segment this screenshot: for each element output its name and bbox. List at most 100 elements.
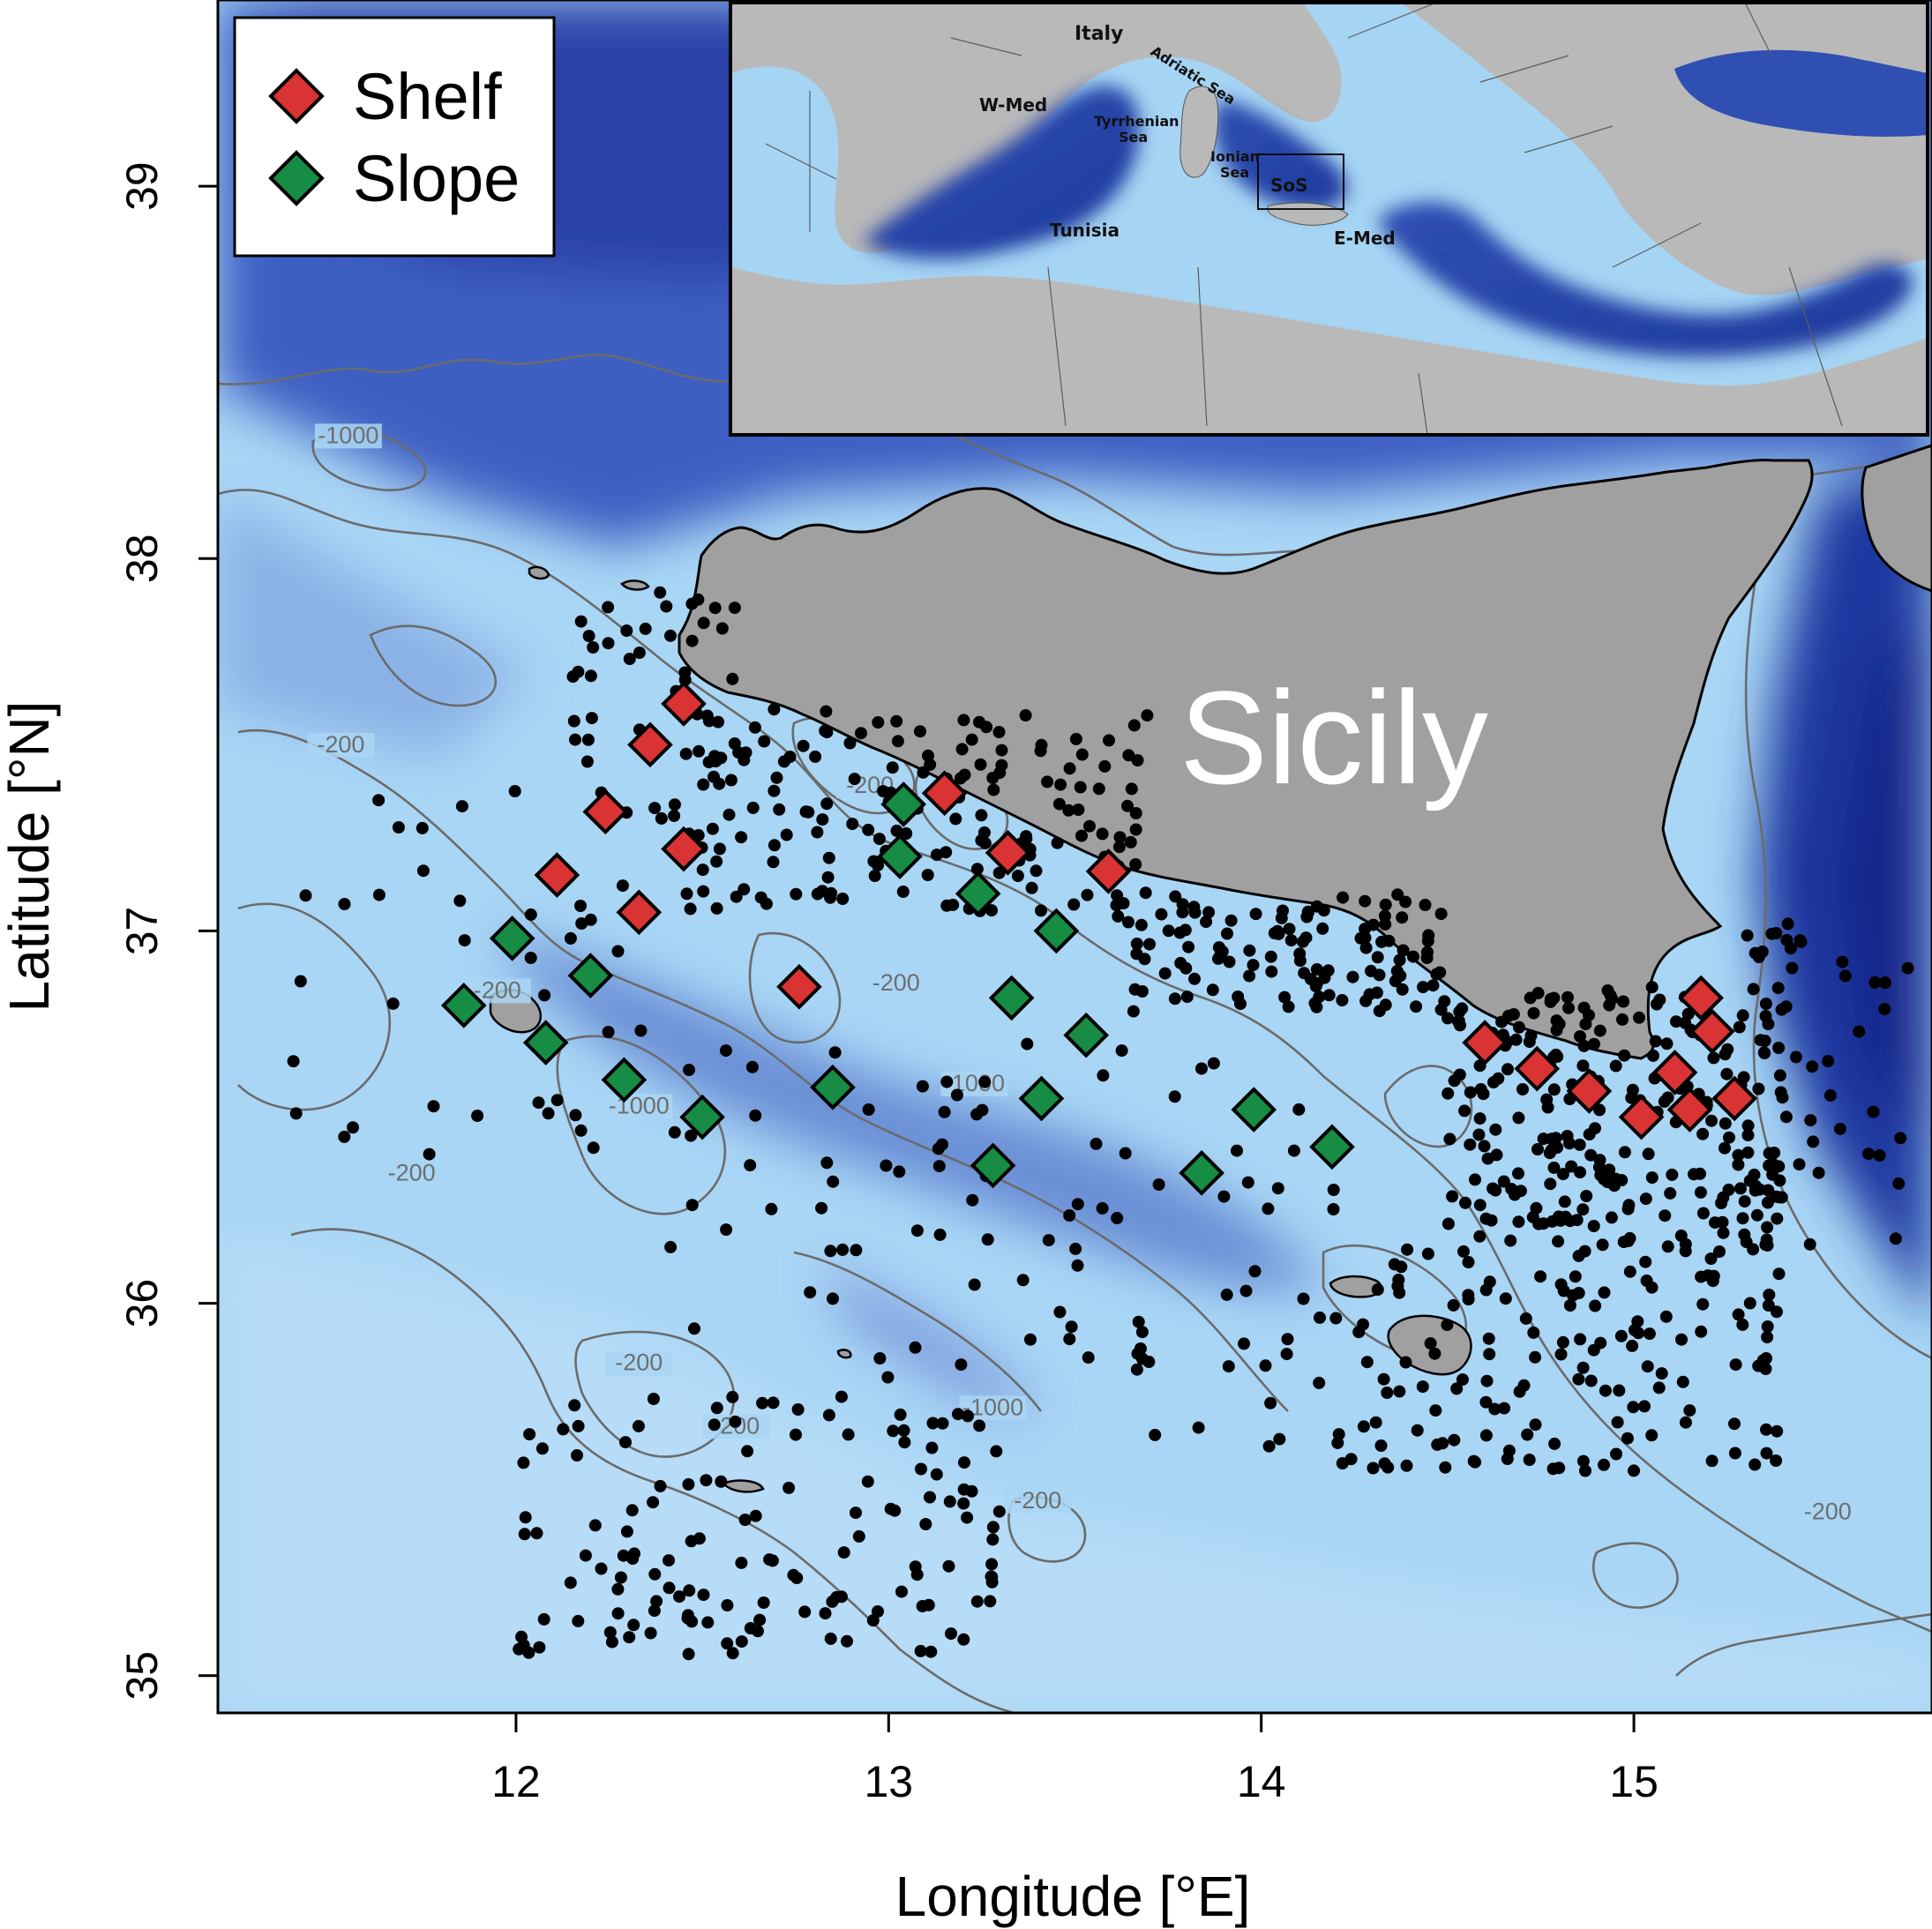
survey-station: [1063, 1333, 1076, 1346]
survey-station: [1354, 931, 1367, 945]
survey-station: [765, 1202, 778, 1215]
survey-station: [822, 1409, 835, 1422]
survey-station: [1127, 719, 1141, 732]
survey-station: [1705, 1454, 1719, 1468]
survey-station: [458, 934, 471, 947]
survey-station: [1732, 1158, 1745, 1171]
survey-station: [697, 885, 710, 898]
survey-station: [1430, 968, 1443, 981]
shelf-site-marker: [1711, 1075, 1757, 1122]
survey-station: [1513, 1021, 1525, 1034]
contour-label: -200: [615, 1350, 663, 1376]
survey-station: [1580, 1190, 1593, 1202]
survey-station: [1450, 1382, 1464, 1395]
survey-station: [1498, 1402, 1510, 1415]
survey-station: [1659, 1310, 1673, 1323]
survey-station: [804, 1286, 817, 1299]
slope-site-marker: [1179, 1150, 1224, 1196]
survey-station: [1129, 858, 1142, 871]
shelf-site-marker: [1689, 1008, 1735, 1055]
survey-station: [654, 1479, 667, 1492]
survey-station: [508, 785, 521, 797]
survey-station: [1262, 1439, 1276, 1453]
survey-station: [517, 1456, 530, 1469]
survey-station: [1369, 1416, 1382, 1429]
survey-station: [723, 808, 736, 821]
survey-station: [924, 1491, 936, 1504]
survey-station: [1728, 1417, 1741, 1431]
survey-station: [1613, 1384, 1626, 1397]
survey-station: [768, 703, 781, 716]
survey-station: [1497, 1175, 1510, 1188]
survey-station: [1329, 1312, 1343, 1325]
survey-station: [1537, 1217, 1550, 1230]
survey-station: [1075, 748, 1089, 761]
survey-station: [729, 1415, 742, 1428]
survey-station: [1737, 1071, 1750, 1084]
survey-station: [1599, 1384, 1612, 1397]
survey-station: [1853, 1025, 1866, 1038]
survey-station: [673, 1590, 685, 1604]
survey-station: [1579, 1018, 1592, 1031]
survey-station: [1119, 1147, 1132, 1160]
survey-station: [1789, 1050, 1802, 1064]
survey-station: [1786, 961, 1799, 975]
survey-station: [1618, 1049, 1631, 1062]
survey-station: [1771, 1212, 1784, 1225]
survey-station: [1695, 1325, 1708, 1338]
survey-station: [1760, 1423, 1772, 1436]
survey-station: [1488, 1402, 1501, 1416]
survey-station: [1371, 951, 1384, 964]
survey-station: [1540, 1093, 1554, 1106]
survey-station: [1750, 1208, 1764, 1222]
survey-station: [726, 1647, 739, 1660]
survey-station: [738, 883, 751, 896]
survey-station: [1382, 1461, 1395, 1474]
survey-station: [827, 1175, 840, 1188]
survey-station: [898, 1436, 911, 1449]
survey-station: [886, 761, 899, 774]
survey-station: [1707, 1051, 1720, 1065]
survey-station: [1397, 944, 1410, 957]
inset-sardinia: [1179, 86, 1219, 178]
survey-station: [289, 1107, 303, 1120]
survey-station: [1035, 904, 1047, 917]
survey-station: [1501, 1063, 1514, 1076]
survey-station: [957, 1633, 970, 1646]
survey-station: [1082, 1351, 1095, 1365]
survey-station: [708, 770, 720, 783]
survey-station: [1416, 1380, 1429, 1394]
survey-station: [811, 887, 824, 901]
survey-station: [1552, 1235, 1565, 1248]
inset-label-tyrrhenian-sea: Sea: [1119, 129, 1148, 146]
survey-station: [1763, 1289, 1776, 1301]
survey-station: [1292, 1103, 1306, 1116]
survey-station: [347, 1121, 359, 1134]
survey-station: [655, 811, 668, 825]
survey-station: [877, 785, 890, 798]
survey-station: [1614, 1329, 1628, 1342]
survey-station: [1623, 1231, 1636, 1245]
survey-station: [569, 733, 581, 746]
survey-station: [1239, 1284, 1253, 1297]
survey-station: [1264, 1396, 1277, 1409]
survey-station: [1367, 918, 1380, 931]
shelf-site-marker: [985, 829, 1031, 876]
survey-station: [1696, 1127, 1710, 1140]
survey-station: [568, 1399, 581, 1412]
survey-station: [1576, 1059, 1590, 1073]
contour-label: -200: [388, 1159, 436, 1185]
survey-station: [1071, 1259, 1084, 1272]
survey-station: [783, 1481, 796, 1494]
survey-station: [1531, 1143, 1544, 1155]
survey-station: [567, 714, 580, 728]
survey-station: [1371, 1283, 1384, 1296]
survey-station: [1152, 1178, 1165, 1191]
survey-station: [701, 1616, 715, 1629]
survey-station: [1439, 1461, 1452, 1474]
survey-station: [1523, 1454, 1536, 1466]
survey-station: [1212, 941, 1225, 954]
survey-station: [1391, 888, 1404, 901]
survey-station: [683, 1584, 696, 1597]
